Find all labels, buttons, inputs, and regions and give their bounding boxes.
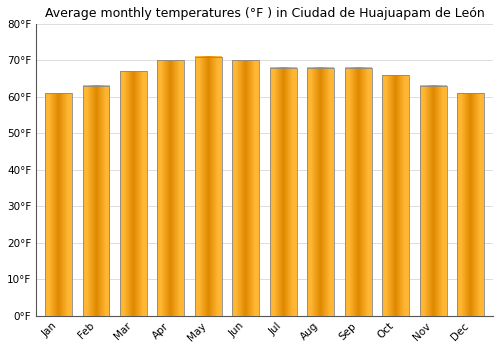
Bar bbox=[457, 93, 484, 316]
Bar bbox=[158, 61, 184, 316]
Bar bbox=[420, 86, 446, 316]
Bar bbox=[195, 57, 222, 316]
Bar bbox=[45, 93, 72, 316]
Bar bbox=[232, 61, 260, 316]
Bar bbox=[82, 86, 110, 316]
Bar bbox=[344, 68, 372, 316]
Bar bbox=[382, 75, 409, 316]
Bar bbox=[120, 71, 147, 316]
Bar bbox=[270, 68, 297, 316]
Bar bbox=[308, 68, 334, 316]
Title: Average monthly temperatures (°F ) in Ciudad de Huajuapam de León: Average monthly temperatures (°F ) in Ci… bbox=[44, 7, 484, 20]
